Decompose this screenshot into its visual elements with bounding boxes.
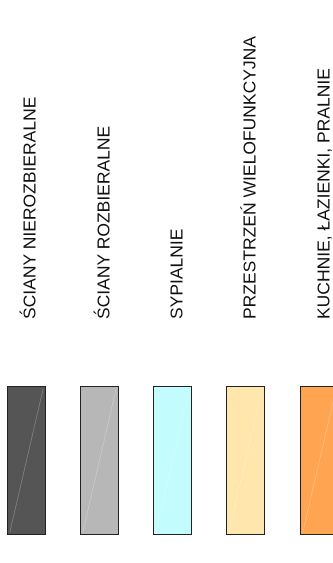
legend-label-bedrooms: SYPIALNIE	[166, 228, 187, 319]
legend-swatch-load-bearing-walls	[7, 386, 46, 535]
legend-label-wrap: PRZESTRZEŃ WIELOFUNKCYJNA	[235, 0, 265, 340]
legend-label-multifunction-space: PRZESTRZEŃ WIELOFUNKCYJNA	[239, 36, 260, 319]
legend-label-removable-walls: ŚCIANY ROZBIERALNE	[93, 125, 114, 319]
legend-swatch-removable-walls	[80, 386, 119, 535]
legend-label-wrap: ŚCIANY ROZBIERALNE	[89, 0, 119, 340]
legend-label-wrap: ŚCIANY NIEROZBIERALNE	[15, 0, 45, 340]
legend-swatch-bedrooms	[153, 386, 192, 535]
legend-label-load-bearing-walls: ŚCIANY NIEROZBIERALNE	[19, 96, 40, 319]
legend-swatch-kitchens-bathrooms-laundries	[300, 386, 333, 535]
legend-swatch-multifunction-space	[226, 386, 265, 535]
legend-label-kitchens-bathrooms-laundries: KUCHNIE, ŁAZIENKI, PRALNIE	[313, 68, 333, 319]
legend-label-wrap: SYPIALNIE	[162, 0, 192, 340]
legend-label-wrap: KUCHNIE, ŁAZIENKI, PRALNIE	[309, 0, 333, 340]
